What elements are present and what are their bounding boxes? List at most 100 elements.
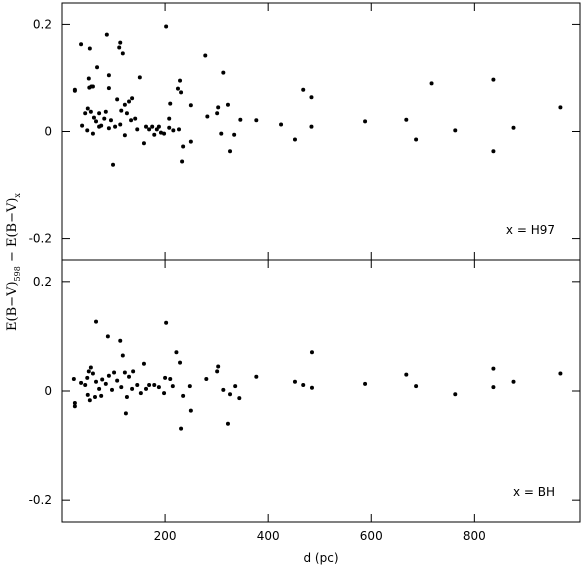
point [188, 408, 193, 413]
point [100, 377, 105, 382]
point [115, 378, 120, 383]
point [179, 426, 184, 431]
point [80, 123, 85, 128]
point [228, 149, 233, 154]
point [112, 370, 117, 375]
point [180, 159, 185, 164]
point [120, 51, 125, 56]
point [108, 118, 113, 123]
point [167, 116, 172, 121]
point [102, 116, 107, 121]
point [158, 130, 163, 135]
point [178, 78, 183, 83]
point [97, 111, 102, 116]
point [83, 111, 88, 116]
y-label-part: − E(B−V) [5, 198, 20, 267]
point [87, 398, 92, 403]
point [129, 118, 134, 123]
point [168, 101, 173, 106]
annotation: x = BH [513, 485, 555, 499]
point [177, 127, 182, 132]
y-tick-label: -0.2 [29, 493, 52, 507]
y-tick-label: -0.2 [29, 232, 52, 246]
point [122, 102, 127, 107]
point [141, 141, 146, 146]
point [237, 396, 242, 401]
point [181, 393, 186, 398]
point [453, 392, 458, 397]
point [99, 393, 104, 398]
point [225, 102, 230, 107]
point [178, 360, 183, 365]
point [154, 127, 159, 132]
x-tick-label: 800 [463, 529, 486, 543]
point [118, 122, 123, 127]
point [204, 376, 209, 381]
point [171, 128, 176, 133]
point [414, 384, 419, 389]
x-tick-label: 600 [360, 529, 383, 543]
point [90, 84, 95, 89]
point [109, 387, 114, 392]
point [144, 386, 149, 391]
point [122, 370, 127, 375]
point [105, 334, 110, 339]
point [135, 127, 140, 132]
point [130, 96, 135, 101]
point [238, 117, 243, 122]
point [254, 118, 259, 123]
point [85, 375, 90, 380]
point [130, 386, 135, 391]
point [404, 117, 409, 122]
point [558, 371, 563, 376]
point [138, 391, 143, 396]
point [188, 103, 193, 108]
point [118, 40, 123, 45]
point [103, 109, 108, 114]
point [133, 116, 138, 121]
point [92, 395, 97, 400]
point [127, 374, 132, 379]
point [124, 111, 129, 116]
point [309, 385, 314, 390]
point [117, 45, 122, 50]
panel-frame [61, 259, 581, 523]
y-label-sub: 598 [13, 266, 22, 281]
point [215, 369, 220, 374]
point [115, 97, 120, 102]
point [97, 124, 102, 129]
point [131, 369, 136, 374]
point [232, 132, 237, 137]
point [404, 372, 409, 377]
point [162, 391, 167, 396]
point [491, 149, 496, 154]
point [216, 105, 221, 110]
point [72, 88, 77, 93]
point [123, 411, 128, 416]
point [233, 384, 238, 389]
point [164, 320, 169, 325]
point [147, 127, 152, 132]
point [141, 361, 146, 366]
point [124, 395, 129, 400]
point [91, 115, 96, 120]
point [120, 353, 125, 358]
point [127, 99, 132, 104]
y-tick-label: 0 [44, 125, 52, 139]
y-label-part: E(B−V) [5, 281, 20, 330]
point [122, 133, 127, 138]
point [205, 114, 210, 119]
point [491, 385, 496, 390]
point [511, 379, 516, 384]
point [86, 369, 91, 374]
point [95, 65, 100, 70]
point [113, 124, 118, 129]
point [167, 125, 172, 130]
point [152, 132, 157, 137]
point [175, 86, 180, 91]
point [181, 144, 186, 149]
y-axis-label: E(B−V)598 − E(B−V)x [5, 193, 22, 331]
point [156, 385, 161, 390]
point [225, 421, 230, 426]
